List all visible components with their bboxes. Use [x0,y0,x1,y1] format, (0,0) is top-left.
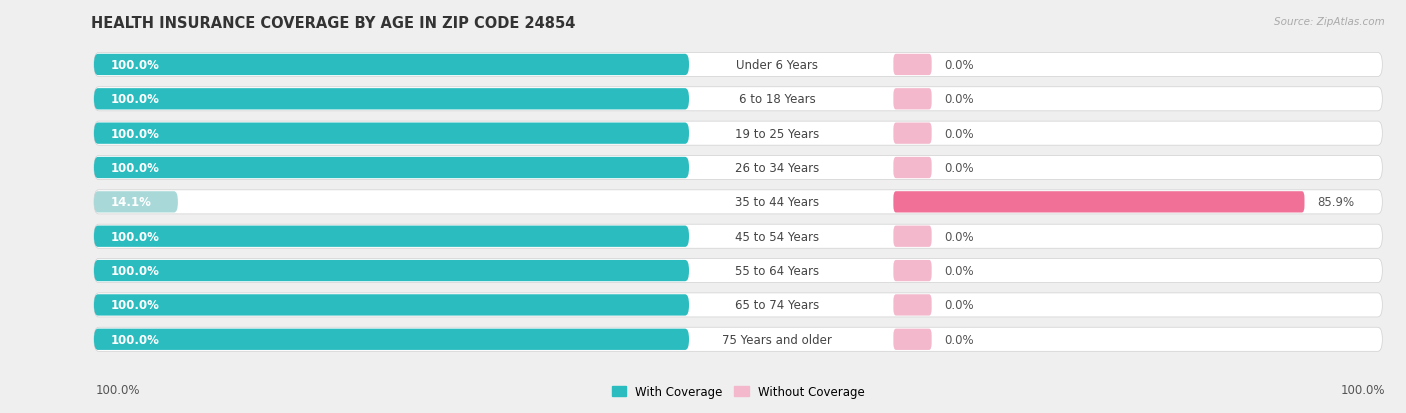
Text: 35 to 44 Years: 35 to 44 Years [735,196,820,209]
FancyBboxPatch shape [893,192,1305,213]
FancyBboxPatch shape [94,122,1382,146]
FancyBboxPatch shape [94,225,1382,249]
FancyBboxPatch shape [94,156,1382,180]
FancyBboxPatch shape [893,55,932,76]
FancyBboxPatch shape [893,329,932,350]
FancyBboxPatch shape [94,157,689,179]
Text: 100.0%: 100.0% [96,384,141,396]
FancyBboxPatch shape [893,157,932,179]
FancyBboxPatch shape [94,53,1382,77]
FancyBboxPatch shape [94,55,689,76]
FancyBboxPatch shape [94,226,689,247]
Text: 6 to 18 Years: 6 to 18 Years [738,93,815,106]
Text: 55 to 64 Years: 55 to 64 Years [735,264,820,278]
Text: 100.0%: 100.0% [111,93,160,106]
Text: 26 to 34 Years: 26 to 34 Years [735,161,820,175]
Text: 0.0%: 0.0% [945,264,974,278]
FancyBboxPatch shape [94,88,1382,112]
FancyBboxPatch shape [94,89,689,110]
FancyBboxPatch shape [94,192,179,213]
FancyBboxPatch shape [94,329,689,350]
Text: Source: ZipAtlas.com: Source: ZipAtlas.com [1274,17,1385,26]
FancyBboxPatch shape [94,294,689,316]
FancyBboxPatch shape [94,259,1382,283]
Text: HEALTH INSURANCE COVERAGE BY AGE IN ZIP CODE 24854: HEALTH INSURANCE COVERAGE BY AGE IN ZIP … [91,15,576,31]
Text: 45 to 54 Years: 45 to 54 Years [735,230,820,243]
FancyBboxPatch shape [94,190,1382,214]
Legend: With Coverage, Without Coverage: With Coverage, Without Coverage [607,380,869,403]
Text: 100.0%: 100.0% [111,230,160,243]
FancyBboxPatch shape [94,260,689,282]
Text: 0.0%: 0.0% [945,333,974,346]
Text: Under 6 Years: Under 6 Years [735,59,818,72]
Text: 0.0%: 0.0% [945,161,974,175]
Text: 65 to 74 Years: 65 to 74 Years [735,299,820,312]
Text: 100.0%: 100.0% [111,161,160,175]
FancyBboxPatch shape [94,328,1382,351]
Text: 0.0%: 0.0% [945,230,974,243]
Text: 100.0%: 100.0% [1340,384,1385,396]
Text: 14.1%: 14.1% [111,196,152,209]
Text: 19 to 25 Years: 19 to 25 Years [735,127,820,140]
Text: 100.0%: 100.0% [111,333,160,346]
FancyBboxPatch shape [94,293,1382,317]
FancyBboxPatch shape [94,123,689,145]
FancyBboxPatch shape [893,294,932,316]
Text: 100.0%: 100.0% [111,59,160,72]
Text: 0.0%: 0.0% [945,59,974,72]
Text: 85.9%: 85.9% [1317,196,1354,209]
Text: 100.0%: 100.0% [111,127,160,140]
Text: 0.0%: 0.0% [945,93,974,106]
FancyBboxPatch shape [893,226,932,247]
Text: 100.0%: 100.0% [111,264,160,278]
FancyBboxPatch shape [893,89,932,110]
Text: 100.0%: 100.0% [111,299,160,312]
FancyBboxPatch shape [893,260,932,282]
Text: 0.0%: 0.0% [945,127,974,140]
Text: 75 Years and older: 75 Years and older [723,333,832,346]
FancyBboxPatch shape [893,123,932,145]
Text: 0.0%: 0.0% [945,299,974,312]
